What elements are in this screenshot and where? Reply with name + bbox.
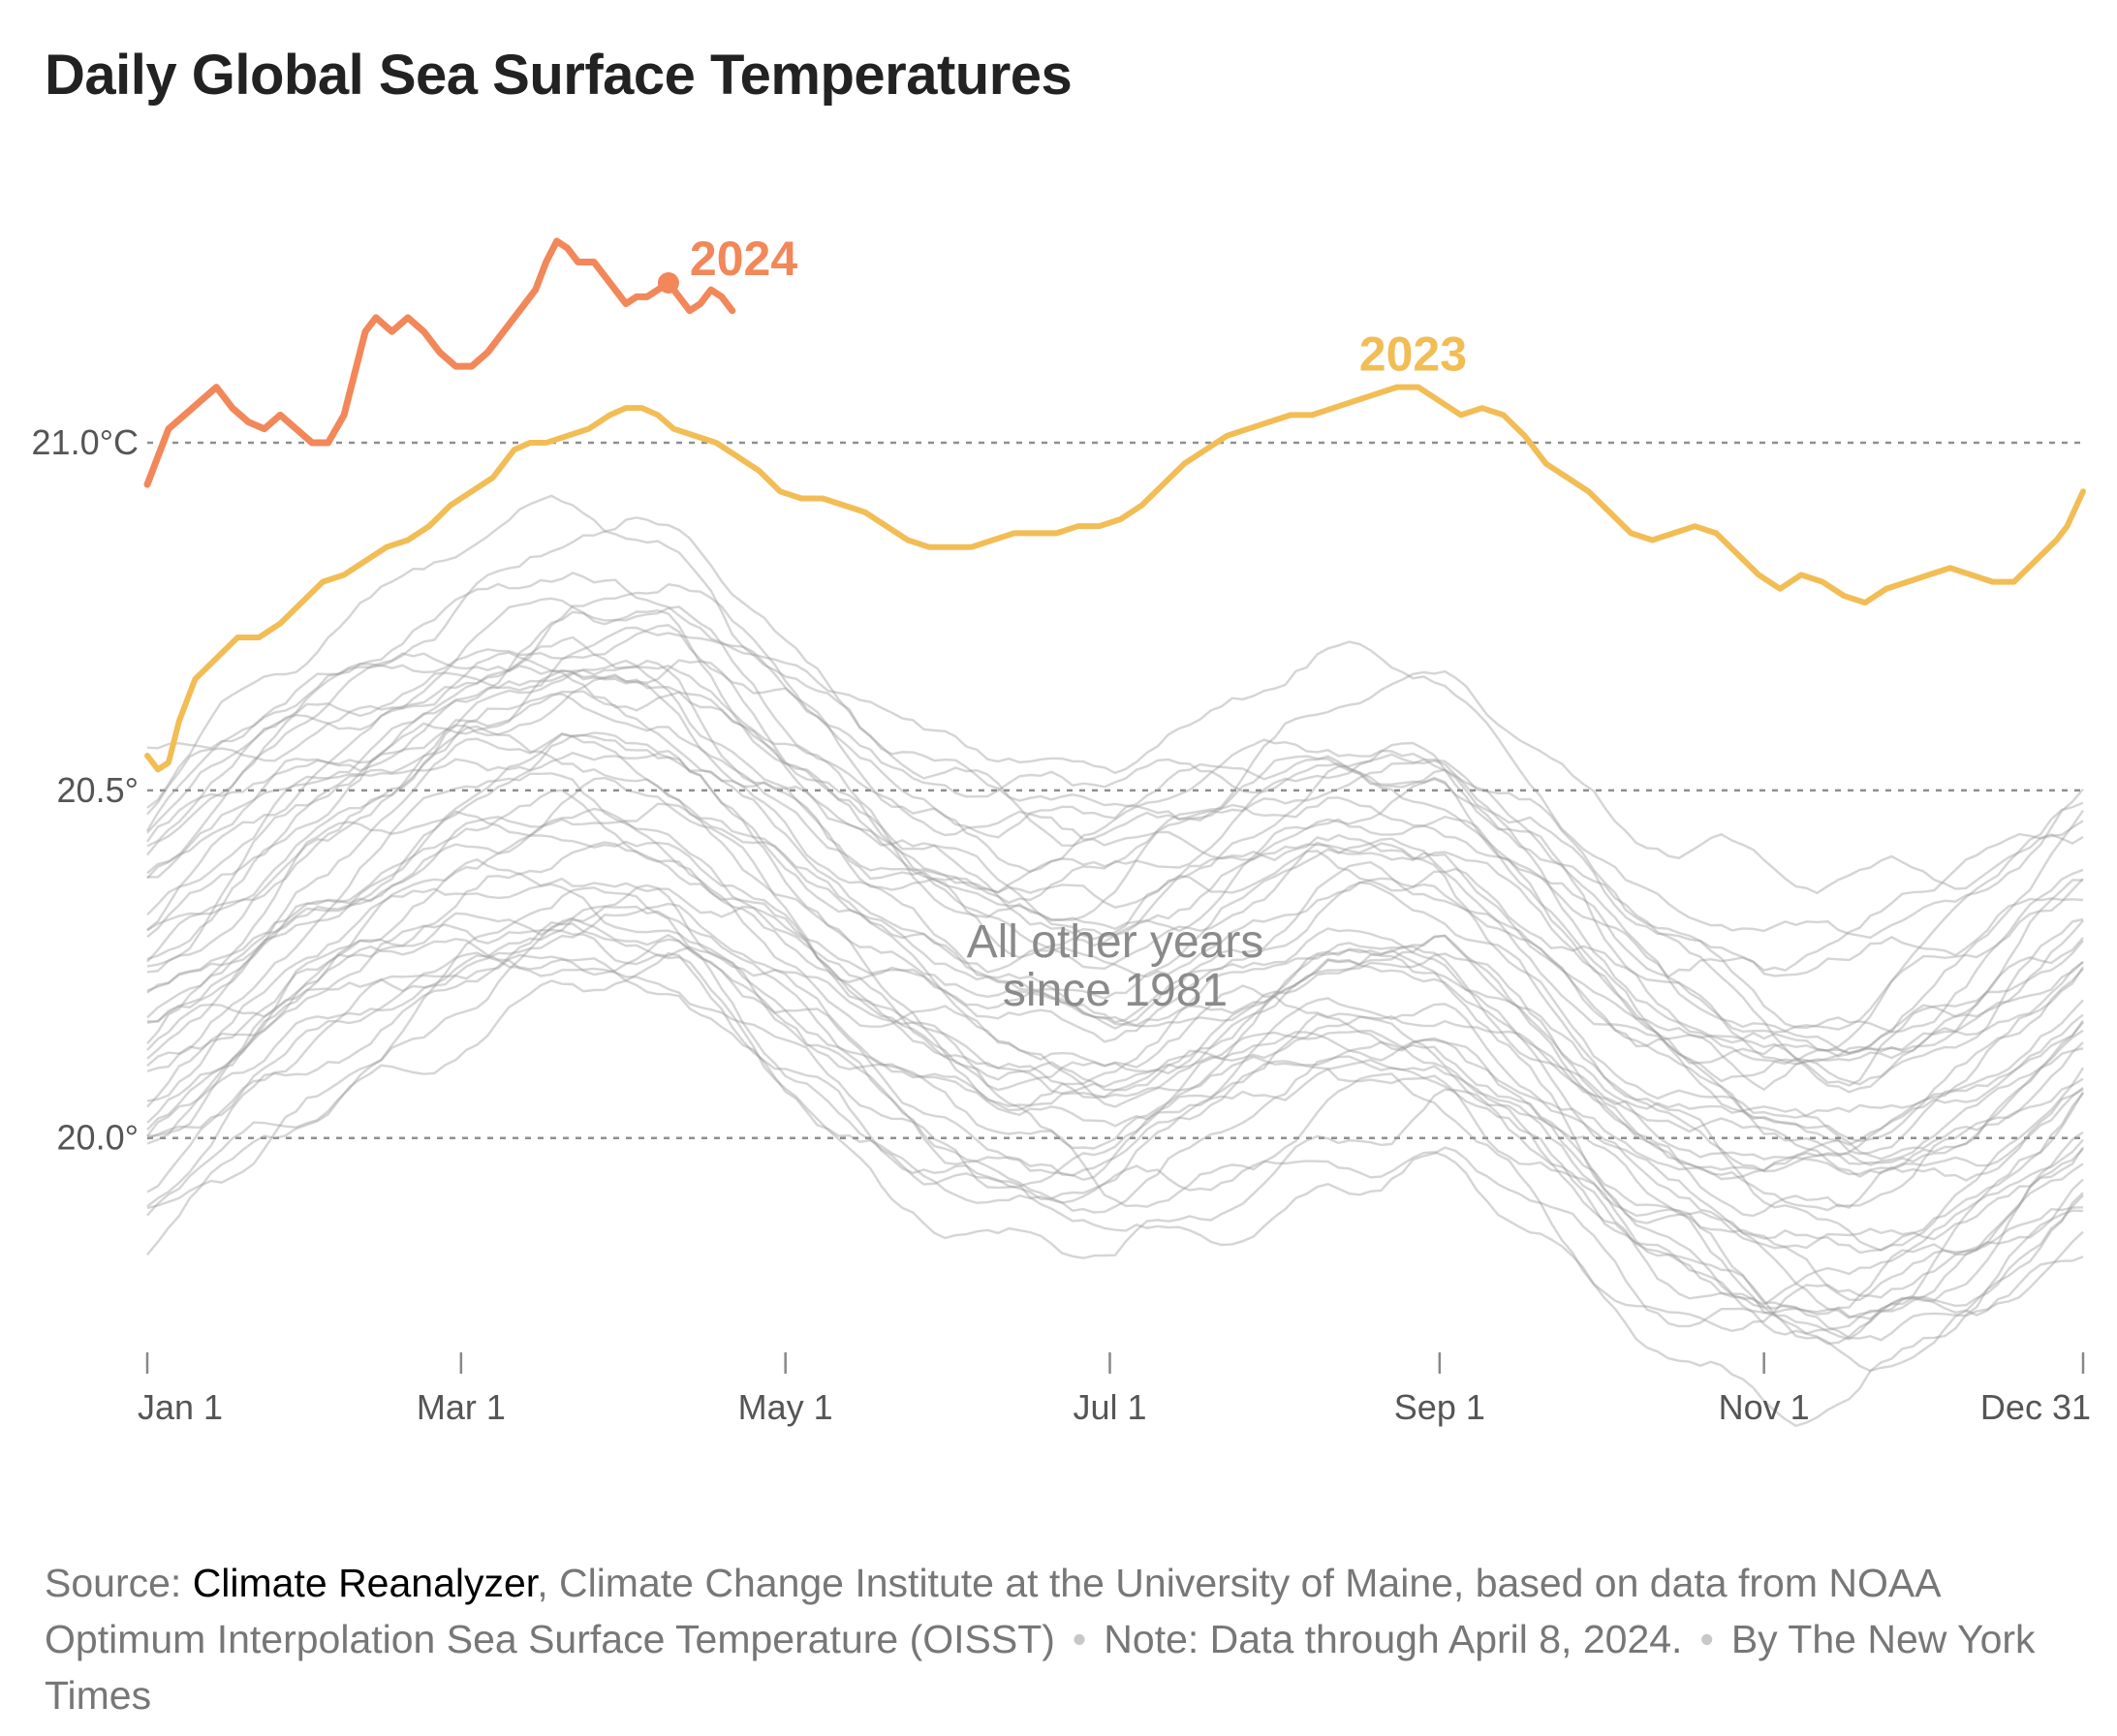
x-tick-label: Dec 31 xyxy=(1980,1387,2091,1427)
other-year-line xyxy=(146,886,2084,1333)
other-year-line xyxy=(146,902,2084,1336)
other-year-line xyxy=(146,751,2084,1156)
other-year-line xyxy=(146,673,2084,1143)
other-year-line xyxy=(146,690,2084,1086)
source-link[interactable]: Climate Reanalyzer xyxy=(192,1561,538,1605)
other-year-line xyxy=(146,807,2084,1173)
other-year-line xyxy=(146,626,2084,1055)
series-2023-line xyxy=(144,384,2086,773)
other-year-line xyxy=(146,624,2084,1034)
x-tick-label: Nov 1 xyxy=(1719,1387,1810,1427)
other-year-line xyxy=(146,651,2084,1066)
label-2024: 2024 xyxy=(690,232,797,286)
separator-dot: • xyxy=(1072,1617,1087,1661)
highlight-series xyxy=(143,237,2086,773)
other-year-line xyxy=(146,802,2084,1212)
other-year-line xyxy=(146,731,2084,1181)
other-year-line xyxy=(146,776,2084,1218)
source-description: , Climate Change Institute at the Univer… xyxy=(45,1561,1940,1661)
other-year-line xyxy=(146,732,2084,1161)
other-year-line xyxy=(146,789,2084,1176)
other-year-line xyxy=(145,516,2084,972)
other-year-line xyxy=(146,582,2084,1033)
other-year-line xyxy=(146,572,2084,940)
x-axis: Jan 1 Mar 1 May 1 Jul 1 Sep 1 Nov 1 Dec 31 xyxy=(138,1352,2091,1427)
byline: By The New York Times xyxy=(45,1617,2036,1718)
other-year-line xyxy=(146,772,2084,1182)
other-year-line xyxy=(146,921,2084,1341)
y-axis-ticks: 21.0°C 20.5° 20.0° xyxy=(32,422,139,1158)
other-year-line xyxy=(146,951,2084,1342)
other-year-line xyxy=(146,810,2085,1253)
other-year-line xyxy=(146,872,2085,1250)
other-year-line xyxy=(146,636,2084,1058)
other-year-line xyxy=(146,951,2084,1428)
source-footer: Source: Climate Reanalyzer, Climate Chan… xyxy=(45,1555,2089,1723)
other-year-line xyxy=(146,732,2084,1172)
other-year-line xyxy=(146,923,2084,1302)
data-note: Note: Data through April 8, 2024. xyxy=(1104,1617,1683,1661)
other-year-line xyxy=(146,652,2084,1094)
source-prefix: Source: xyxy=(45,1561,193,1605)
label-other-years: All other years xyxy=(967,916,1264,968)
other-year-line xyxy=(146,937,2084,1373)
other-year-line xyxy=(146,886,2085,1320)
x-tick-label: Jul 1 xyxy=(1073,1387,1146,1427)
x-tick-label: Sep 1 xyxy=(1394,1387,1485,1427)
y-tick-label: 20.5° xyxy=(57,770,139,810)
series-2024-end-dot xyxy=(657,272,679,294)
other-year-line xyxy=(146,841,2084,1255)
other-year-line xyxy=(146,494,2084,895)
other-year-line xyxy=(146,597,2084,978)
y-tick-label: 21.0°C xyxy=(32,422,139,462)
other-year-line xyxy=(146,938,2084,1346)
x-tick-label: May 1 xyxy=(738,1387,833,1427)
label-2023: 2023 xyxy=(1359,326,1467,381)
other-year-line xyxy=(146,725,2084,1165)
grid-lines xyxy=(147,441,2083,1139)
other-year-line xyxy=(146,671,2084,1063)
other-year-line xyxy=(146,905,2084,1307)
other-year-line xyxy=(146,605,2084,1065)
other-year-line xyxy=(146,693,2085,1119)
x-tick-label: Mar 1 xyxy=(417,1387,506,1427)
other-year-line xyxy=(146,916,2084,1328)
other-year-line xyxy=(146,883,2084,1319)
x-tick-label: Jan 1 xyxy=(138,1387,223,1427)
series-2024-line xyxy=(143,237,736,488)
y-tick-label: 20.0° xyxy=(57,1118,139,1158)
other-year-line xyxy=(146,659,2084,1087)
other-years-lines xyxy=(145,494,2085,1428)
other-year-line xyxy=(146,659,2084,1092)
label-other-years: since 1981 xyxy=(1003,965,1228,1016)
chart-title: Daily Global Sea Surface Temperatures xyxy=(45,44,1073,107)
separator-dot: • xyxy=(1699,1617,1714,1661)
